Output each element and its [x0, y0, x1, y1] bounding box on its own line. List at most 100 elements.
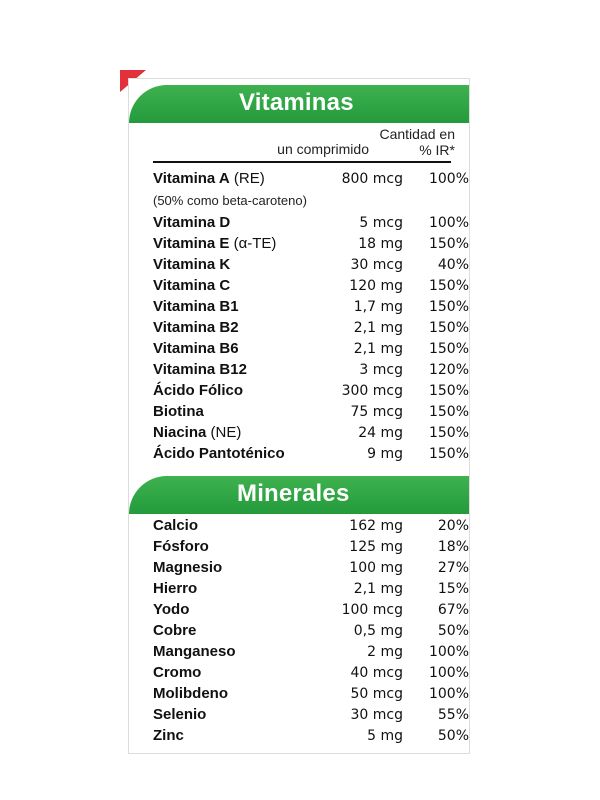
mineral-row: Hierro 2,1 mg 15% [153, 579, 469, 599]
mineral-amount: 2 mg [367, 644, 403, 660]
mineral-amount: 5 mg [367, 728, 403, 744]
mineral-row: Cromo 40 mcg 100% [153, 663, 469, 683]
mineral-percent: 67% [437, 602, 469, 618]
vitamina-percent: 120% [428, 362, 469, 378]
vitamina-amount: 18 mg [358, 236, 403, 252]
mineral-amount: 100 mg [349, 560, 403, 576]
amount-header-line2: un comprimido [277, 141, 369, 157]
vitamina-amount: 1,7 mg [353, 299, 403, 315]
mineral-amount: 100 mcg [341, 602, 403, 618]
mineral-row: Cobre 0,5 mg 50% [153, 621, 469, 641]
mineral-name: Yodo [153, 601, 190, 618]
vitamina-unit-note: (NE) [206, 424, 242, 441]
vitamina-amount: 3 mcg [359, 362, 403, 378]
vitamina-row: Vitamina K 30 mcg 40% [153, 255, 469, 275]
mineral-name: Molibdeno [153, 685, 228, 702]
mineral-row: Yodo 100 mcg 67% [153, 600, 469, 620]
vitamina-percent: 150% [428, 299, 469, 315]
vitamina-row: Ácido Fólico 300 mcg 150% [153, 381, 469, 401]
mineral-amount: 0,5 mg [353, 623, 403, 639]
vitamina-row: Vitamina E (α-TE) 18 mg 150% [153, 234, 469, 254]
mineral-amount: 40 mcg [350, 665, 404, 681]
vitamina-percent: 150% [428, 278, 469, 294]
vitamina-percent: 150% [428, 446, 469, 462]
vitamina-name: Vitamina E (α-TE) [153, 235, 277, 252]
header-rule [153, 161, 451, 163]
vitamina-name: Ácido Fólico [153, 382, 243, 399]
vitamina-percent: 150% [428, 404, 469, 420]
vitamina-amount: 24 mg [358, 425, 403, 441]
vitamina-row: Vitamina B6 2,1 mg 150% [153, 339, 469, 359]
amount-header-line1: Cantidad en [379, 126, 455, 142]
vitamina-name: Vitamina B6 [153, 340, 239, 357]
mineral-amount: 50 mcg [350, 686, 404, 702]
mineral-row: Magnesio 100 mg 27% [153, 558, 469, 578]
vitamina-row: Niacina (NE) 24 mg 150% [153, 423, 469, 443]
vitamina-amount: 120 mg [349, 278, 403, 294]
vitamina-name: Niacina (NE) [153, 424, 242, 441]
mineral-name: Zinc [153, 727, 184, 744]
vitamina-row: Vitamina B2 2,1 mg 150% [153, 318, 469, 338]
mineral-percent: 100% [428, 686, 469, 702]
vitamina-amount: 800 mcg [341, 171, 403, 187]
mineral-amount: 125 mg [349, 539, 403, 555]
pct-column-header: % IR* [419, 142, 455, 158]
mineral-amount: 30 mcg [350, 707, 404, 723]
vitamina-amount: 300 mcg [341, 383, 403, 399]
beta-carotene-note: (50% como beta-caroteno) [153, 193, 307, 208]
vitamina-percent: 150% [428, 383, 469, 399]
mineral-amount: 2,1 mg [353, 581, 403, 597]
minerales-header: Minerales [129, 476, 469, 514]
vitamina-row: Vitamina B1 1,7 mg 150% [153, 297, 469, 317]
mineral-name: Cromo [153, 664, 202, 681]
vitamina-amount: 5 mcg [359, 215, 403, 231]
mineral-row: Zinc 5 mg 50% [153, 726, 469, 746]
amount-column-header: Cantidad en [287, 127, 455, 142]
vitamina-name: Vitamina K [153, 256, 231, 273]
vitamina-name: Ácido Pantoténico [153, 445, 285, 462]
mineral-row: Selenio 30 mcg 55% [153, 705, 469, 725]
vitaminas-header: Vitaminas [129, 85, 469, 123]
vitamina-name: Vitamina B1 [153, 298, 239, 315]
vitamina-amount: 9 mg [367, 446, 403, 462]
vitaminas-title: Vitaminas [239, 89, 354, 116]
vitamina-name: Vitamina B2 [153, 319, 239, 336]
mineral-percent: 55% [437, 707, 469, 723]
vitamina-percent: 40% [437, 257, 469, 273]
vitamina-percent: 150% [428, 425, 469, 441]
vitamina-row: Ácido Pantoténico 9 mg 150% [153, 444, 469, 464]
nutrition-panel: Vitaminas Cantidad en un comprimido % IR… [128, 78, 470, 754]
mineral-amount: 162 mg [349, 518, 403, 534]
vitamina-amount: 75 mcg [350, 404, 404, 420]
mineral-percent: 100% [428, 644, 469, 660]
mineral-name: Hierro [153, 580, 198, 597]
vitamina-unit-note: (RE) [229, 170, 265, 187]
vitamina-row: Vitamina C 120 mg 150% [153, 276, 469, 296]
vitamina-name: Vitamina B12 [153, 361, 247, 378]
mineral-row: Calcio 162 mg 20% [153, 516, 469, 536]
mineral-name: Cobre [153, 622, 197, 639]
vitamina-name: Vitamina C [153, 277, 231, 294]
vitamina-name: Vitamina A (RE) [153, 170, 265, 187]
vitamina-percent: 150% [428, 236, 469, 252]
mineral-row: Fósforo 125 mg 18% [153, 537, 469, 557]
vitamina-percent: 100% [428, 171, 469, 187]
mineral-name: Calcio [153, 517, 199, 534]
mineral-percent: 50% [437, 728, 469, 744]
vitamina-amount: 30 mcg [350, 257, 404, 273]
mineral-percent: 15% [437, 581, 469, 597]
mineral-name: Magnesio [153, 559, 223, 576]
mineral-percent: 18% [437, 539, 469, 555]
minerales-title: Minerales [237, 480, 350, 507]
mineral-percent: 100% [428, 665, 469, 681]
vitamina-name: Vitamina D [153, 214, 231, 231]
mineral-percent: 50% [437, 623, 469, 639]
mineral-name: Selenio [153, 706, 207, 723]
vitamina-percent: 150% [428, 320, 469, 336]
mineral-name: Manganeso [153, 643, 236, 660]
vitamina-percent: 100% [428, 215, 469, 231]
mineral-percent: 27% [437, 560, 469, 576]
vitamina-row: Biotina 75 mcg 150% [153, 402, 469, 422]
vitamina-percent: 150% [428, 341, 469, 357]
mineral-percent: 20% [437, 518, 469, 534]
